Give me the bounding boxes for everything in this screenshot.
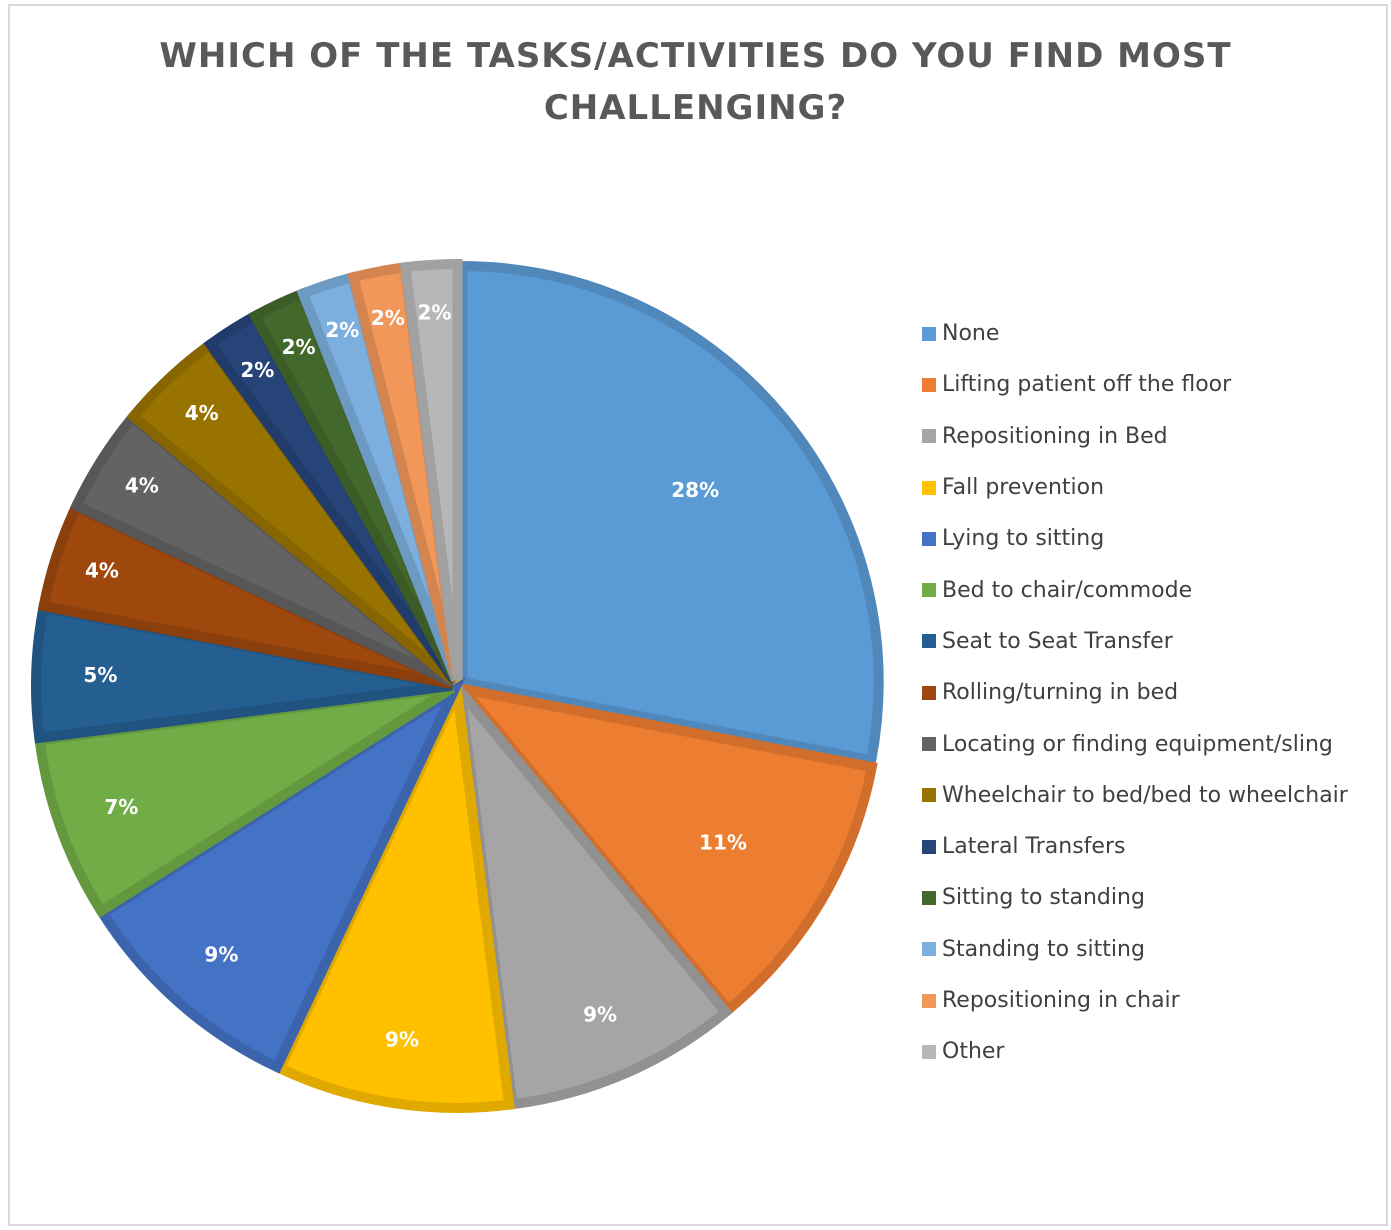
legend-label: Lying to sitting	[942, 526, 1105, 552]
legend-label: Repositioning in chair	[942, 988, 1180, 1013]
legend-label: Standing to sitting	[942, 936, 1145, 962]
legend-item-7: Seat to Seat Transfer	[922, 616, 1348, 667]
pie-slice-4	[273, 674, 515, 1113]
legend-item-12: Sitting to standing	[922, 872, 1348, 923]
data-label-13: 2%	[325, 318, 359, 342]
legend-swatch	[922, 942, 936, 957]
legend-label: Wheelchair to bed/bed to wheelchair	[942, 782, 1348, 808]
legend-item-9: Locating or finding equipment/sling	[922, 718, 1348, 769]
legend-label: None	[942, 321, 1000, 347]
legend-swatch	[922, 993, 936, 1008]
legend-swatch	[922, 531, 936, 546]
legend-swatch	[922, 377, 936, 392]
legend-item-5: Lying to sitting	[922, 513, 1348, 564]
legend: None Lifting patient off the floor Reposit…	[922, 308, 1348, 1077]
legend-item-15: Other	[922, 1026, 1348, 1077]
pie-slice-5	[95, 677, 466, 1074]
data-label-11: 2%	[240, 358, 274, 382]
legend-swatch	[922, 634, 936, 649]
legend-swatch	[922, 429, 936, 444]
legend-item-1: None	[922, 308, 1348, 359]
legend-item-2: Lifting patient off the floor	[922, 359, 1348, 410]
legend-label: Bed to chair/commode	[942, 577, 1193, 603]
legend-swatch	[922, 839, 936, 854]
data-label-14: 2%	[371, 306, 405, 330]
legend-label: Other	[942, 1039, 1005, 1065]
legend-swatch	[922, 890, 936, 905]
data-label-6: 7%	[104, 795, 138, 819]
data-label-5: 9%	[204, 942, 238, 966]
legend-swatch	[922, 480, 936, 495]
legend-label: Fall prevention	[942, 475, 1105, 501]
legend-swatch	[922, 685, 936, 700]
data-label-9: 4%	[125, 473, 159, 497]
data-label-15: 2%	[418, 300, 452, 324]
legend-swatch	[922, 583, 936, 598]
data-label-4: 9%	[385, 1027, 419, 1051]
chart-title-line-1: WHICH OF THE TASKS/ACTIVITIES DO YOU FIN…	[159, 36, 1232, 76]
legend-item-6: Bed to chair/commode	[922, 564, 1348, 615]
data-label-10: 4%	[185, 401, 219, 425]
legend-swatch	[922, 326, 936, 341]
legend-label: Rolling/turning in bed	[942, 680, 1179, 706]
legend-item-3: Repositioning in Bed	[922, 411, 1348, 462]
data-label-12: 2%	[282, 335, 316, 359]
data-label-7: 5%	[83, 663, 117, 687]
legend-label: Sitting to standing	[942, 885, 1145, 911]
data-label-8: 4%	[85, 558, 119, 582]
chart-title: WHICH OF THE TASKS/ACTIVITIES DO YOU FIN…	[0, 30, 1391, 134]
data-label-3: 9%	[583, 1002, 617, 1026]
data-label-2: 11%	[699, 831, 747, 855]
legend-label: Locating or finding equipment/sling	[942, 731, 1333, 757]
pie-slice-3	[453, 675, 733, 1110]
legend-item-11: Lateral Transfers	[922, 821, 1348, 872]
legend-item-14: Repositioning in chair	[922, 975, 1348, 1026]
legend-label: Repositioning in Bed	[942, 423, 1168, 449]
data-label-1: 28%	[671, 478, 719, 502]
legend-label: Seat to Seat Transfer	[942, 628, 1173, 654]
pie-slice-1	[457, 261, 884, 766]
legend-item-10: Wheelchair to bed/bed to wheelchair	[922, 770, 1348, 821]
chart-title-line-2: CHALLENGING?	[543, 88, 848, 128]
legend-item-13: Standing to sitting	[922, 924, 1348, 975]
legend-swatch	[922, 737, 936, 752]
pie-slice-2	[450, 681, 878, 1017]
legend-label: Lifting patient off the floor	[942, 372, 1232, 398]
legend-item-8: Rolling/turning in bed	[922, 667, 1348, 718]
legend-item-4: Fall prevention	[922, 462, 1348, 513]
legend-swatch	[922, 788, 936, 803]
legend-swatch	[922, 1044, 936, 1059]
pie-slice-6	[34, 683, 456, 918]
legend-label: Lateral Transfers	[942, 834, 1126, 860]
pie-slice-15	[399, 259, 463, 681]
